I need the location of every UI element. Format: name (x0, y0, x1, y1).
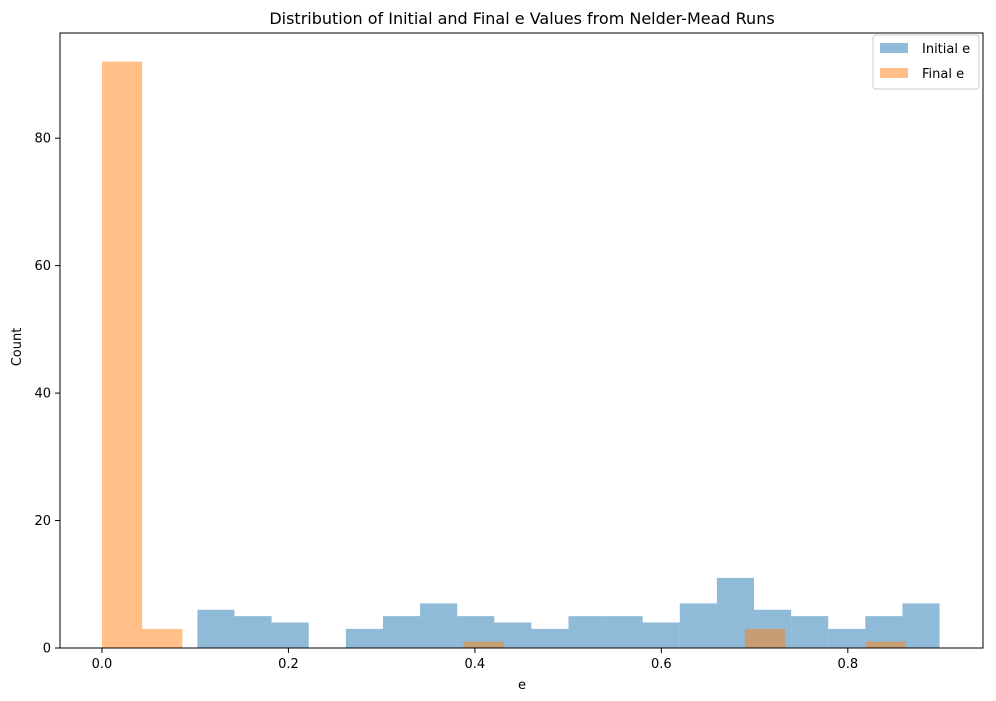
legend: Initial e Final e (872, 34, 980, 90)
bar-final-e-0 (101, 61, 143, 648)
legend-label-final-e: Final e (922, 67, 964, 82)
bar-initial-e-16 (791, 616, 829, 648)
y-tick-label-1: 20 (34, 514, 51, 529)
legend-swatch-initial-e (880, 43, 908, 53)
bar-initial-e-9 (531, 628, 569, 648)
plot-frame (59, 32, 984, 649)
x-tick-label-0: 0.0 (92, 657, 113, 672)
y-tick-label-4: 80 (34, 132, 51, 147)
x-tick-label-1: 0.2 (278, 657, 299, 672)
bar-initial-e-4 (345, 628, 383, 648)
y-tick-label-3: 60 (34, 259, 51, 274)
y-tick-label-2: 40 (34, 387, 51, 402)
bar-initial-e-2 (271, 622, 309, 648)
x-tick-label-3: 0.6 (651, 657, 672, 672)
bar-initial-e-17 (828, 628, 866, 648)
bar-initial-e-1 (234, 616, 272, 648)
bar-initial-e-10 (568, 616, 606, 648)
bars-layer (101, 61, 940, 648)
bar-final-e-16 (744, 628, 786, 648)
x-tick-label-4: 0.8 (837, 657, 858, 672)
bar-initial-e-0 (197, 609, 235, 648)
bar-final-e-19 (865, 641, 906, 648)
legend-label-initial-e: Initial e (922, 42, 970, 57)
bar-initial-e-11 (605, 616, 643, 648)
bar-initial-e-19 (902, 603, 940, 648)
bar-initial-e-6 (420, 603, 458, 648)
y-tick-label-0: 0 (43, 642, 51, 657)
x-tick-label-2: 0.4 (465, 657, 486, 672)
legend-swatch-final-e (880, 68, 908, 78)
bar-initial-e-12 (642, 622, 680, 648)
chart-title: Distribution of Initial and Final e Valu… (269, 9, 774, 28)
bar-final-e-1 (142, 628, 183, 648)
y-axis: 0 20 40 60 80 (34, 132, 60, 657)
x-axis-label: e (518, 678, 526, 693)
bar-initial-e-13 (679, 603, 717, 648)
y-axis-label: Count (10, 328, 25, 367)
bar-initial-e-5 (382, 616, 421, 648)
x-axis: 0.0 0.2 0.4 0.6 0.8 (92, 648, 858, 672)
bar-final-e-9 (463, 641, 504, 648)
